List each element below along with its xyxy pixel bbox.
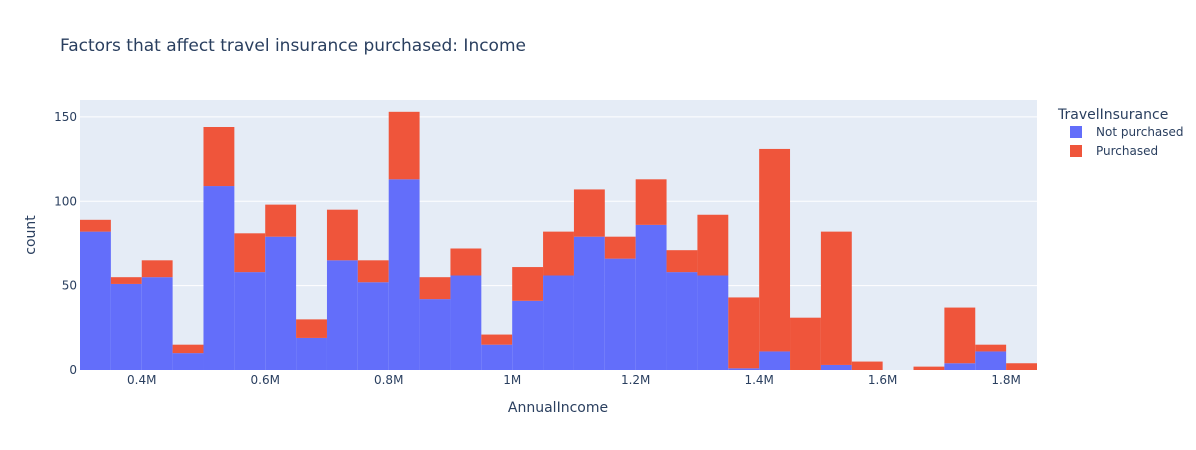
legend: TravelInsurance Not purchased Purchased bbox=[1057, 107, 1184, 158]
bar-purchased bbox=[975, 344, 1007, 352]
x-tick-label: 1M bbox=[503, 373, 521, 387]
bar-not-purchased bbox=[388, 179, 420, 370]
bar-purchased bbox=[851, 361, 883, 370]
x-tick-labels: 0.4M 0.6M 0.8M 1M 1.2M 1.4M 1.6M 1.8M bbox=[127, 373, 1021, 387]
bar-not-purchased bbox=[80, 231, 111, 370]
bar-not-purchased bbox=[635, 224, 667, 370]
bar-purchased bbox=[141, 260, 173, 278]
bar-purchased bbox=[265, 204, 297, 237]
bar-not-purchased bbox=[666, 272, 698, 370]
bar-not-purchased bbox=[172, 353, 204, 370]
bar-not-purchased bbox=[604, 258, 636, 370]
bar-not-purchased bbox=[728, 368, 760, 370]
x-tick-label: 0.4M bbox=[127, 373, 156, 387]
bar-purchased bbox=[172, 344, 204, 354]
bar-not-purchased bbox=[450, 275, 482, 370]
bar-purchased bbox=[635, 179, 667, 225]
bar-purchased bbox=[604, 236, 636, 259]
y-tick-label: 0 bbox=[69, 363, 77, 377]
bar-purchased bbox=[944, 307, 976, 364]
bar-purchased bbox=[728, 297, 760, 369]
bars bbox=[80, 111, 1037, 370]
bar-purchased bbox=[357, 260, 389, 283]
bar-purchased bbox=[512, 267, 544, 301]
x-tick-label: 0.8M bbox=[374, 373, 403, 387]
x-tick-label: 1.6M bbox=[868, 373, 897, 387]
x-tick-label: 1.4M bbox=[744, 373, 773, 387]
bar-purchased bbox=[110, 277, 142, 284]
y-tick-labels: 0 50 100 150 bbox=[54, 110, 77, 377]
bar-not-purchased bbox=[975, 351, 1007, 370]
x-axis-title: AnnualIncome bbox=[508, 400, 608, 416]
bar-purchased bbox=[481, 334, 513, 345]
bar-purchased bbox=[296, 319, 327, 338]
x-tick-label: 0.6M bbox=[251, 373, 280, 387]
bar-purchased bbox=[790, 317, 821, 370]
bar-not-purchased bbox=[296, 337, 327, 370]
bar-not-purchased bbox=[543, 275, 574, 370]
bar-not-purchased bbox=[573, 236, 605, 370]
legend-swatch[interactable] bbox=[1070, 145, 1082, 157]
bar-not-purchased bbox=[419, 299, 451, 370]
bar-purchased bbox=[913, 366, 945, 370]
bar-purchased bbox=[759, 148, 791, 352]
y-axis-title: count bbox=[23, 215, 39, 255]
bar-not-purchased bbox=[141, 277, 173, 370]
bar-purchased bbox=[666, 250, 698, 273]
y-tick-label: 150 bbox=[54, 110, 77, 124]
x-tick-label: 1.8M bbox=[991, 373, 1020, 387]
bar-not-purchased bbox=[326, 260, 358, 370]
bar-not-purchased bbox=[110, 283, 142, 370]
legend-item-label[interactable]: Not purchased bbox=[1096, 125, 1184, 139]
bar-not-purchased bbox=[512, 300, 544, 370]
bar-purchased bbox=[203, 127, 235, 187]
bar-purchased bbox=[573, 189, 605, 237]
bar-not-purchased bbox=[203, 186, 235, 370]
y-tick-label: 50 bbox=[62, 279, 77, 293]
legend-title: TravelInsurance bbox=[1057, 107, 1168, 123]
bar-not-purchased bbox=[820, 364, 852, 370]
chart-title: Factors that affect travel insurance pur… bbox=[60, 36, 526, 56]
bar-purchased bbox=[820, 231, 852, 365]
bar-not-purchased bbox=[234, 272, 266, 370]
x-tick-label: 1.2M bbox=[621, 373, 650, 387]
bar-purchased bbox=[234, 233, 266, 273]
bar-purchased bbox=[543, 231, 574, 276]
y-tick-label: 100 bbox=[54, 194, 77, 208]
bar-purchased bbox=[1006, 363, 1037, 370]
bar-not-purchased bbox=[697, 275, 729, 370]
bar-not-purchased bbox=[357, 282, 389, 370]
bar-purchased bbox=[80, 219, 111, 232]
bar-purchased bbox=[419, 277, 451, 300]
bar-not-purchased bbox=[481, 344, 513, 370]
bar-not-purchased bbox=[944, 363, 976, 370]
bar-purchased bbox=[697, 214, 729, 276]
bar-not-purchased bbox=[759, 351, 791, 370]
bar-purchased bbox=[388, 111, 420, 180]
legend-swatch[interactable] bbox=[1070, 126, 1082, 138]
bar-not-purchased bbox=[265, 236, 297, 370]
bar-purchased bbox=[450, 248, 482, 276]
legend-item-label[interactable]: Purchased bbox=[1096, 144, 1158, 158]
bar-purchased bbox=[326, 209, 358, 261]
